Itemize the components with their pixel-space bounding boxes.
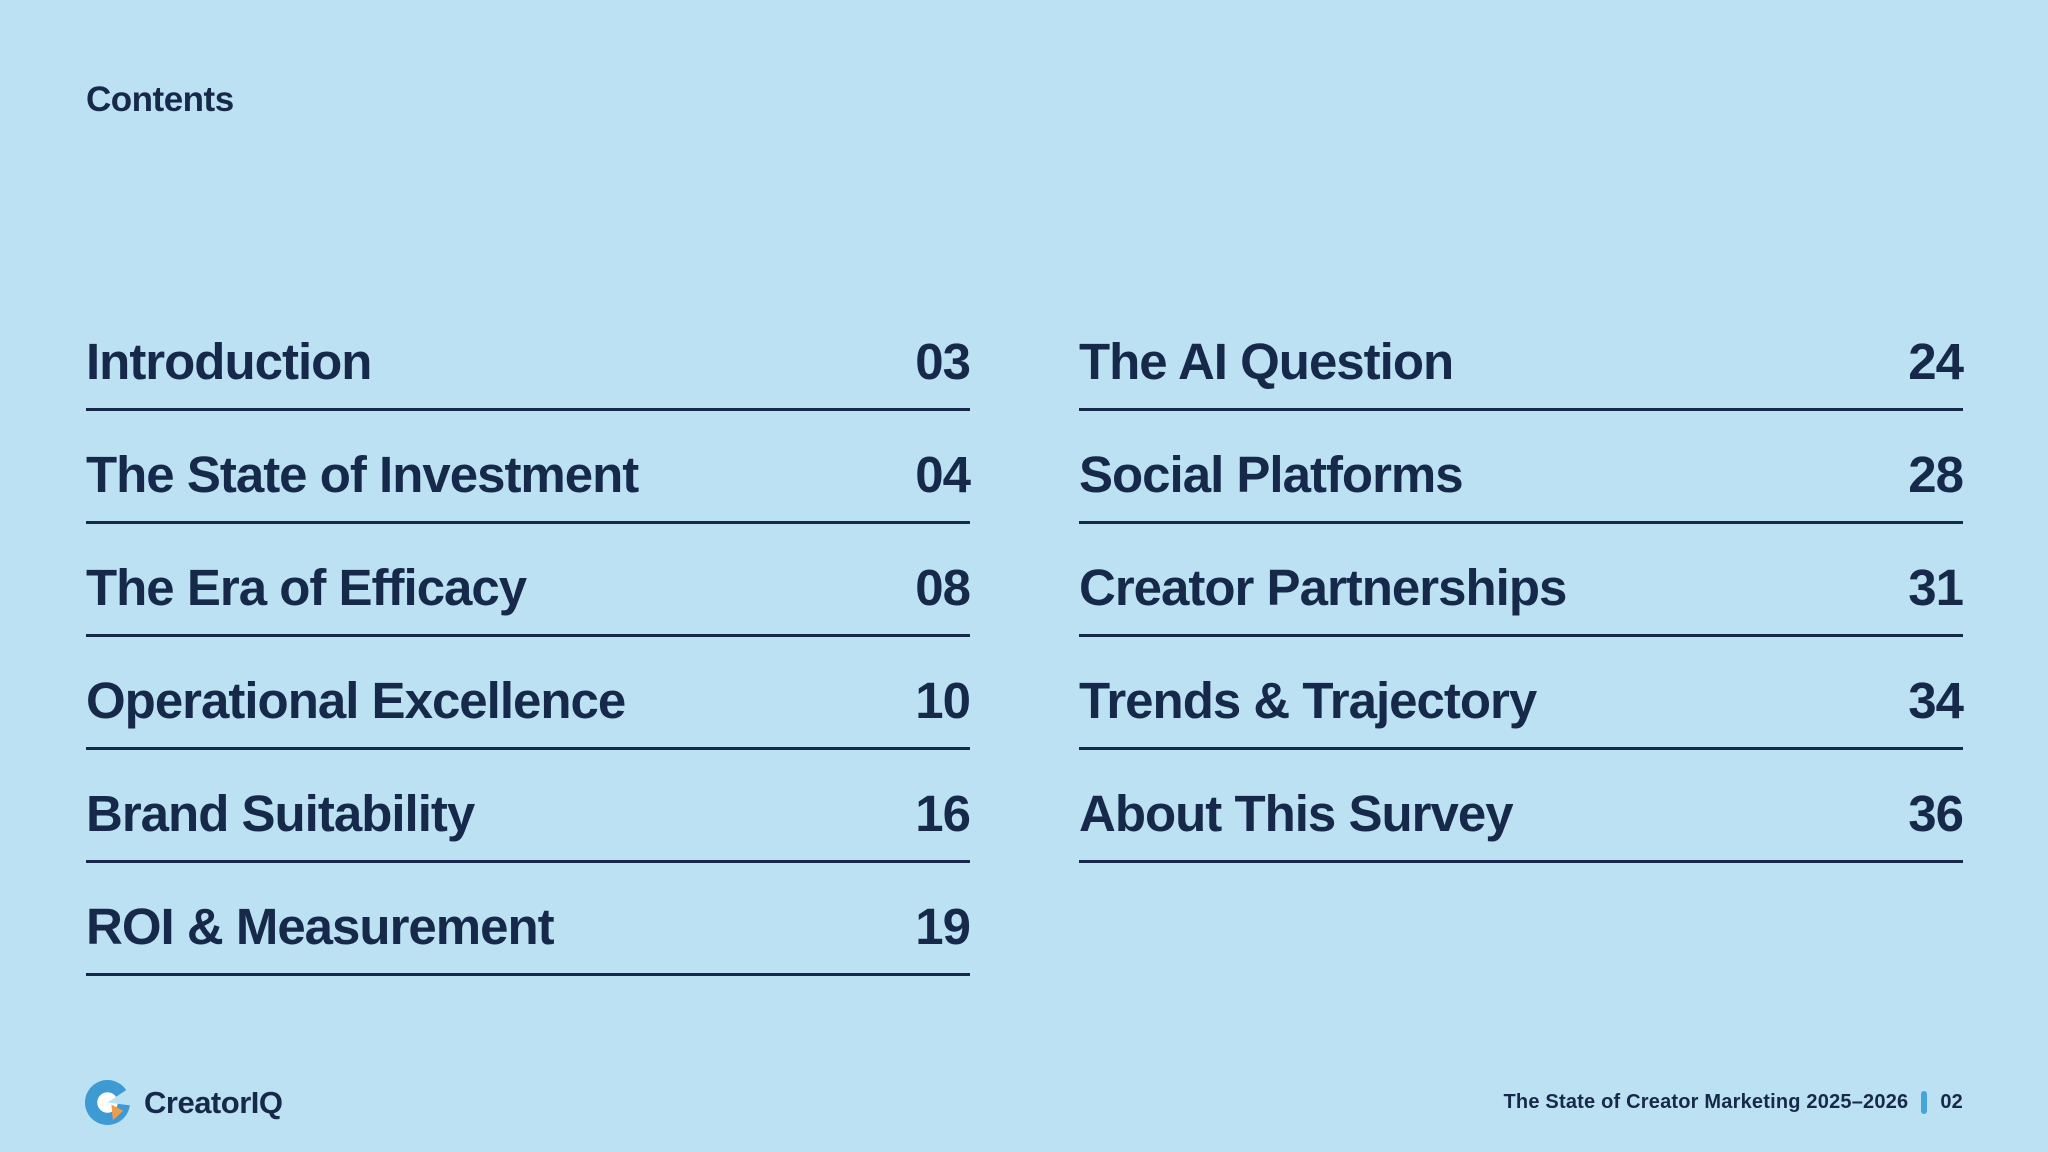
toc-entry-page-number: 03 [915,333,971,390]
toc-entry-creator-partnerships[interactable]: Creator Partnerships 31 [1079,559,1964,637]
page-title: Contents [86,80,234,119]
toc-entry-trends-trajectory[interactable]: Trends & Trajectory 34 [1079,672,1964,750]
creatoriq-wordmark: CreatorIQ [144,1084,283,1120]
toc-entry-introduction[interactable]: Introduction 03 [86,333,971,411]
toc-entry-page-number: 10 [915,672,971,729]
toc-entry-page-number: 36 [1908,785,1964,842]
toc-entry-label: Introduction [86,333,372,390]
toc-entry-page-number: 16 [915,785,971,842]
toc-entry-label: ROI & Measurement [86,898,555,955]
toc-entry-brand-suitability[interactable]: Brand Suitability 16 [86,785,971,863]
footer-meta: The State of Creator Marketing 2025–2026… [1504,1091,1963,1114]
toc-entry-page-number: 19 [915,898,971,955]
toc-entry-label: Creator Partnerships [1079,559,1567,616]
toc-entry-roi-measurement[interactable]: ROI & Measurement 19 [86,898,971,976]
toc-entry-page-number: 31 [1908,559,1964,616]
toc-column-right: The AI Question 24 Social Platforms 28 C… [1079,333,1964,1014]
toc-entry-page-number: 08 [915,559,971,616]
footer-page-number: 02 [1940,1091,1963,1113]
pipe-separator-icon [1921,1091,1928,1114]
toc-entry-era-of-efficacy[interactable]: The Era of Efficacy 08 [86,559,971,637]
toc-entry-label: Operational Excellence [86,672,626,729]
toc-entry-ai-question[interactable]: The AI Question 24 [1079,333,1964,411]
toc-entry-page-number: 28 [1908,446,1964,503]
creatoriq-logo: CreatorIQ [84,1079,283,1126]
toc-entry-about-this-survey[interactable]: About This Survey 36 [1079,785,1964,863]
toc-entry-label: The AI Question [1079,333,1454,390]
footer-doc-title: The State of Creator Marketing 2025–2026 [1503,1091,1909,1113]
toc-entry-page-number: 04 [915,446,971,503]
toc-entry-label: Brand Suitability [86,785,475,842]
toc-entry-label: The State of Investment [86,446,639,503]
toc-entry-page-number: 34 [1908,672,1964,729]
toc-entry-social-platforms[interactable]: Social Platforms 28 [1079,446,1964,524]
toc-entry-state-of-investment[interactable]: The State of Investment 04 [86,446,971,524]
toc-entry-label: Social Platforms [1079,446,1464,503]
creatoriq-logo-icon [84,1079,131,1126]
toc-entry-label: About This Survey [1079,785,1514,842]
toc-entry-page-number: 24 [1908,333,1964,390]
toc-entry-label: Trends & Trajectory [1079,672,1537,729]
toc-entry-label: The Era of Efficacy [86,559,527,616]
toc-entry-operational-excellence[interactable]: Operational Excellence 10 [86,672,971,750]
table-of-contents: Introduction 03 The State of Investment … [86,333,1964,1014]
toc-column-left: Introduction 03 The State of Investment … [86,333,971,1014]
